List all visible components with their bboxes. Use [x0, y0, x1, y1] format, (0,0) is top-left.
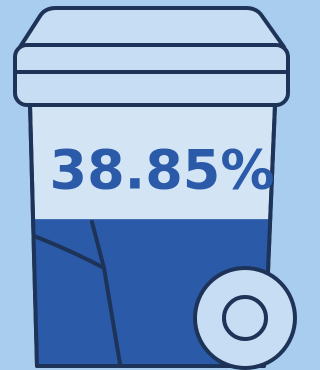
- chart: 38.85%: [0, 0, 303, 370]
- page: {"chart_data": {"type": "fill", "values"…: [0, 0, 303, 370]
- lid: [15, 45, 288, 105]
- value-label: 38.85%: [50, 139, 275, 202]
- lid-handle: [20, 8, 284, 47]
- wheel-hub: [224, 297, 266, 339]
